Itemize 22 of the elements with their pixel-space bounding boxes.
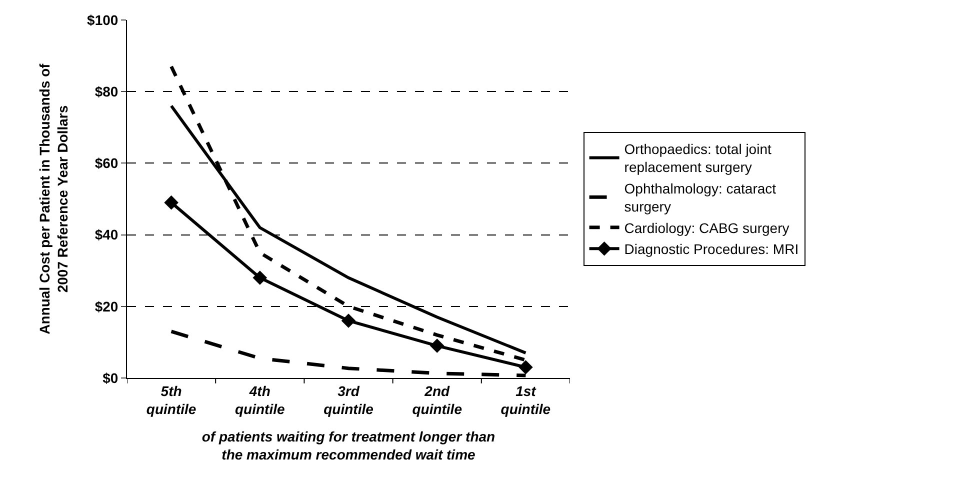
y-tick-label: $20: [94, 298, 118, 314]
x-tick-label: 1st quintile: [500, 382, 551, 417]
y-tick-label: $60: [94, 155, 118, 172]
y-tick-label: $0: [102, 370, 118, 386]
legend-label: Orthopaedics: total joint replacement surgery: [624, 141, 772, 176]
x-axis-title: of patients waiting for treatment longer than the maximum recommended wait time: [202, 428, 496, 462]
y-tick-label: $100: [87, 12, 118, 28]
point: [164, 195, 178, 210]
legend-label: Diagnostic Procedures: MRI: [624, 241, 799, 258]
legend-label: Ophthalmology: cataract surgery: [624, 180, 776, 215]
y-tick-label: $80: [94, 84, 118, 100]
point: [518, 360, 533, 374]
y-axis-title: Annual Cost per Patient in Thousands of 2007 Reference Year Dollars: [36, 63, 71, 334]
point: [430, 338, 444, 353]
legend-label: Cardiology: CABG surgery: [624, 220, 790, 236]
y-tick-label: $40: [94, 226, 118, 243]
x-tick-label: 4th quintile: [235, 382, 285, 417]
x-tick-label: 5th quintile: [146, 382, 196, 417]
point: [341, 314, 356, 328]
point: [252, 270, 268, 285]
x-tick-label: 3rd quintile: [324, 382, 374, 417]
x-tick-label: 2nd quintile: [412, 382, 462, 417]
